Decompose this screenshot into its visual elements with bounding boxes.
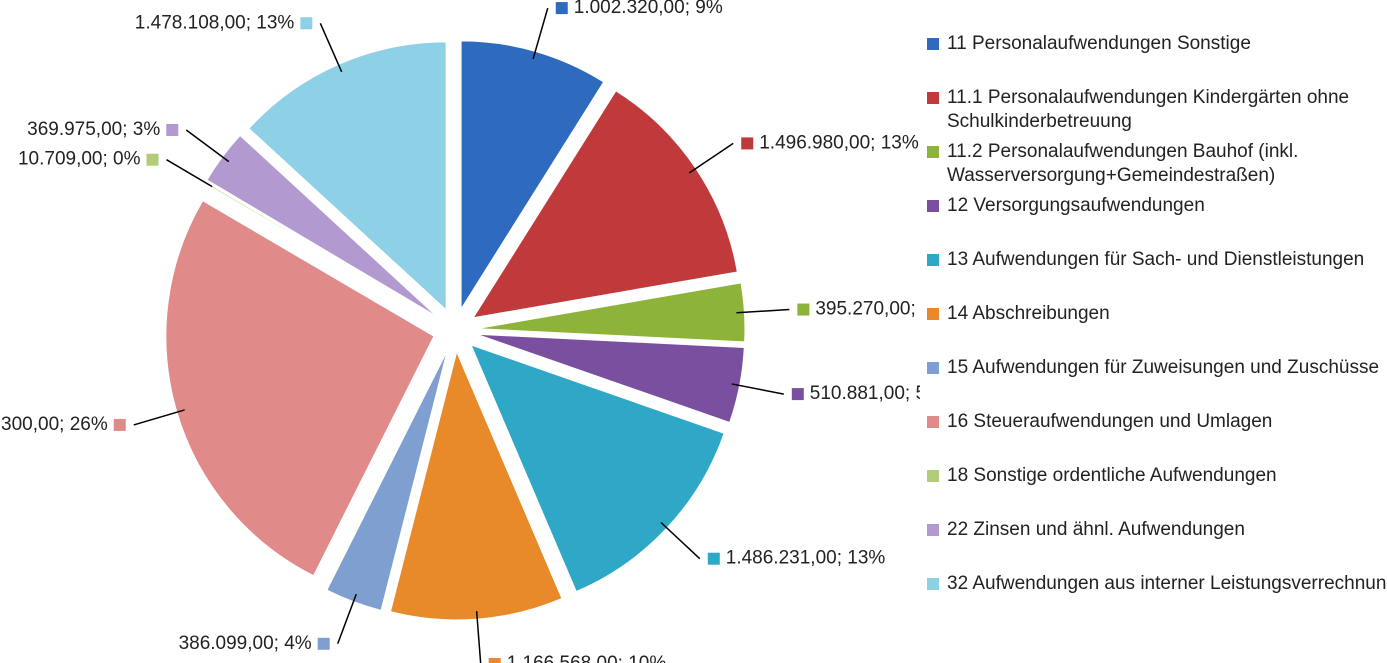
leader-line: [319, 22, 343, 73]
legend-label: 13 Aufwendungen für Sach- und Dienstleis…: [947, 249, 1365, 270]
data-label: 1.486.231,00; 13%: [726, 548, 886, 569]
leader-line: [736, 308, 790, 314]
legend-swatch: [927, 362, 939, 374]
legend-item: 32 Aufwendungen aus interner Leistungsve…: [925, 572, 1387, 596]
leader-line: [133, 409, 185, 426]
data-label: 2.921.300,00; 26%: [0, 414, 108, 435]
leader-line: [532, 7, 549, 60]
legend-item: 12 Versorgungsaufwendungen: [925, 194, 1387, 218]
label-swatch: [317, 637, 330, 650]
legend-label: 22 Zinsen und ähnl. Aufwendungen: [947, 519, 1245, 540]
leader-line: [475, 611, 482, 663]
legend-label: 32 Aufwendungen aus interner Leistungsve…: [947, 573, 1387, 594]
leader-line: [166, 159, 213, 188]
label-swatch: [146, 153, 159, 166]
chart: 1.002.320,00; 9% 1.496.980,00; 13% 395.270…: [0, 0, 920, 663]
data-label: 369.975,00; 3%: [27, 119, 160, 140]
leader-line: [660, 521, 701, 560]
label-swatch: [797, 303, 810, 316]
data-label: 395.270,00; 4%: [815, 299, 920, 320]
leader-line: [731, 383, 784, 395]
legend-label: 11.1 Personalaufwendungen Kindergärten o…: [947, 87, 1350, 132]
label-swatch: [555, 2, 568, 15]
legend-item: 11.1 Personalaufwendungen Kindergärten o…: [925, 86, 1387, 134]
data-label: 386.099,00; 4%: [179, 633, 312, 654]
legend-swatch: [927, 578, 939, 590]
data-label: 510.881,00; 5%: [810, 383, 920, 404]
data-label: 1.478.108,00; 13%: [135, 12, 295, 33]
legend-item: 18 Sonstige ordentliche Aufwendungen: [925, 464, 1387, 488]
legend-swatch: [927, 470, 939, 482]
legend-label: 14 Abschreibungen: [947, 303, 1110, 324]
legend-swatch: [927, 308, 939, 320]
data-label: 1.166.568,00; 10%: [507, 653, 667, 663]
label-swatch: [300, 17, 313, 30]
legend-swatch: [927, 146, 939, 158]
legend-label: 12 Versorgungsaufwendungen: [947, 195, 1205, 216]
legend-item: 15 Aufwendungen für Zuweisungen und Zusc…: [925, 356, 1387, 380]
data-label: 1.002.320,00; 9%: [574, 0, 723, 18]
legend-label: 16 Steueraufwendungen und Umlagen: [947, 411, 1273, 432]
leader-line: [336, 593, 357, 645]
leader-line: [185, 129, 230, 163]
label-swatch: [791, 388, 804, 401]
legend-swatch: [927, 524, 939, 536]
label-swatch: [488, 658, 501, 663]
legend-swatch: [927, 254, 939, 266]
label-swatch: [741, 137, 754, 150]
legend-label: 18 Sonstige ordentliche Aufwendungen: [947, 465, 1277, 486]
label-swatch: [707, 552, 720, 565]
legend-item: 16 Steueraufwendungen und Umlagen: [925, 410, 1387, 434]
legend-swatch: [927, 200, 939, 212]
legend-item: 14 Abschreibungen: [925, 302, 1387, 326]
legend-swatch: [927, 92, 939, 104]
legend-item: 11.2 Personalaufwendungen Bauhof (inkl. …: [925, 140, 1387, 188]
legend-swatch: [927, 416, 939, 428]
data-label: 10.709,00; 0%: [18, 149, 141, 170]
legend-label: 11.2 Personalaufwendungen Bauhof (inkl. …: [947, 141, 1299, 186]
legend-item: 13 Aufwendungen für Sach- und Dienstleis…: [925, 248, 1387, 272]
legend-item: 11 Personalaufwendungen Sonstige: [925, 32, 1387, 56]
legend-swatch: [927, 38, 939, 50]
legend-item: 22 Zinsen und ähnl. Aufwendungen: [925, 518, 1387, 542]
label-swatch: [113, 418, 126, 431]
label-swatch: [166, 123, 179, 136]
legend-label: 11 Personalaufwendungen Sonstige: [947, 33, 1251, 54]
legend-label: 15 Aufwendungen für Zuweisungen und Zusc…: [947, 357, 1380, 378]
data-label: 1.496.980,00; 13%: [759, 132, 919, 153]
leader-line: [688, 142, 734, 174]
